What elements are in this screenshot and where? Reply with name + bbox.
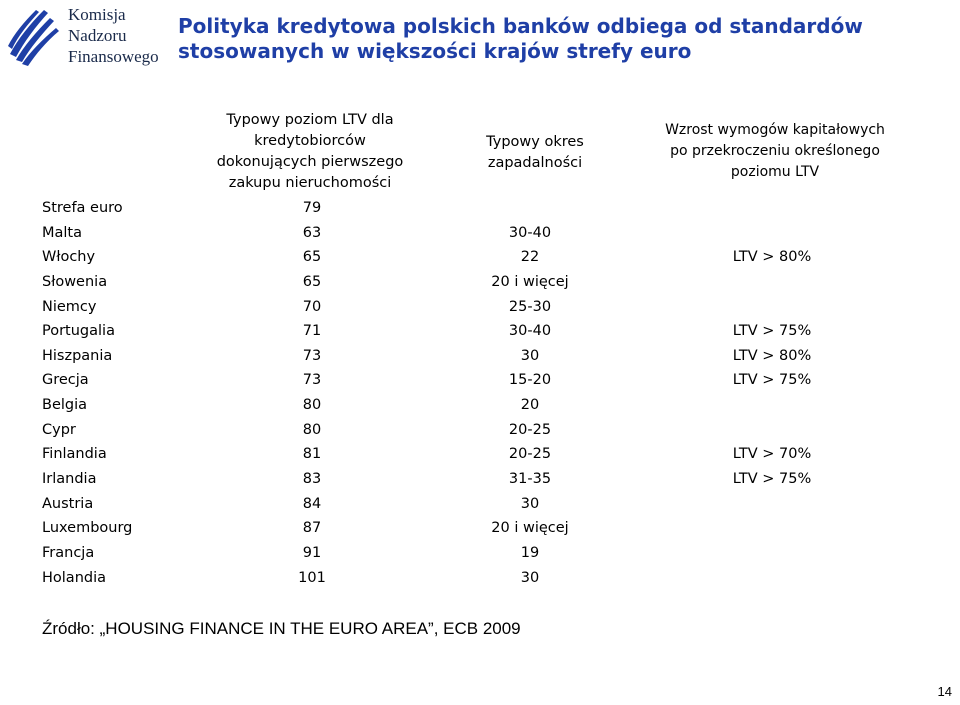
- term-cell: 30-40: [508, 224, 552, 241]
- term-cell: 20-25: [508, 421, 552, 438]
- country-cell: Cypr: [42, 421, 76, 438]
- capital-req-cell: LTV > 70%: [732, 446, 812, 463]
- header-term: Typowy okres zapadalności: [440, 132, 630, 174]
- capital-req-cell: LTV > 75%: [732, 372, 812, 389]
- knf-logo-text: Komisja Nadzoru Finansowego: [68, 4, 159, 67]
- country-cell: Francja: [42, 544, 95, 561]
- header-ltv-line: Typowy poziom LTV dla: [226, 112, 394, 128]
- title-line-1: Polityka kredytowa polskich banków odbie…: [178, 14, 863, 38]
- ltv-table: Strefa euro 79 Malta 63 30-40 Włochy 65 22 LTV >…: [42, 196, 942, 590]
- term-cell: 15-20: [508, 372, 552, 389]
- country-cell: Malta: [42, 224, 82, 241]
- ltv-cell: 63: [302, 224, 322, 241]
- ltv-cell: 80: [302, 397, 322, 414]
- ltv-cell: 80: [302, 421, 322, 438]
- country-cell: Holandia: [42, 569, 106, 586]
- term-cell: 20: [520, 397, 540, 414]
- term-cell: 20 i więcej: [491, 520, 569, 537]
- table-row: Malta 63 30-40: [42, 221, 942, 246]
- header-ltv-line: dokonujących pierwszego: [216, 154, 404, 170]
- ltv-cell: 83: [302, 471, 322, 488]
- knf-logo-mark-icon: [8, 10, 59, 66]
- ltv-cell: 73: [302, 372, 322, 389]
- capital-req-cell: LTV > 80%: [732, 249, 812, 266]
- source-note: Źródło: „HOUSING FINANCE IN THE EURO ARE…: [42, 619, 521, 638]
- header-req-line: poziomu LTV: [730, 164, 820, 180]
- term-cell: 20-25: [508, 446, 552, 463]
- logo-line-2: Nadzoru: [68, 26, 127, 45]
- term-cell: 30: [520, 569, 540, 586]
- country-cell: Hiszpania: [42, 347, 113, 364]
- ltv-cell: 87: [302, 520, 322, 537]
- table-row: Słowenia 65 20 i więcej: [42, 270, 942, 295]
- knf-logo: Komisja Nadzoru Finansowego: [4, 4, 164, 72]
- term-cell: 25-30: [508, 298, 552, 315]
- country-cell: Grecja: [42, 372, 89, 389]
- header-term-line: Typowy okres: [486, 134, 584, 150]
- country-cell: Portugalia: [42, 323, 115, 340]
- ltv-cell: 73: [302, 347, 322, 364]
- capital-req-cell: LTV > 75%: [732, 471, 812, 488]
- header-term-line: zapadalności: [487, 155, 583, 171]
- term-cell: 19: [520, 544, 540, 561]
- term-cell: 31-35: [508, 471, 552, 488]
- ltv-cell: 71: [302, 323, 322, 340]
- country-cell: Strefa euro: [42, 200, 123, 216]
- table-row: Holandia 101 30: [42, 566, 942, 591]
- country-cell: Finlandia: [42, 446, 107, 463]
- header-req-line: po przekroczeniu określonego: [670, 143, 880, 159]
- table-row: Grecja 73 15-20 LTV > 75%: [42, 368, 942, 393]
- ltv-cell: 70: [302, 298, 322, 315]
- table-row: Niemcy 70 25-30: [42, 295, 942, 320]
- term-cell: 30: [520, 495, 540, 512]
- country-cell: Belgia: [42, 397, 88, 414]
- ltv-cell: 81: [302, 446, 322, 463]
- table-row: Finlandia 81 20-25 LTV > 70%: [42, 442, 942, 467]
- header-ltv-line: kredytobiorców: [254, 133, 366, 149]
- term-cell: 20 i więcej: [491, 273, 569, 290]
- title-line-2: stosowanych w większości krajów strefy e…: [178, 39, 692, 63]
- ltv-cell: 79: [302, 200, 322, 216]
- country-cell: Luxembourg: [42, 520, 133, 537]
- header-ltv: Typowy poziom LTV dla kredytobiorców dok…: [190, 110, 430, 194]
- ltv-cell: 91: [302, 544, 322, 561]
- country-cell: Austria: [42, 495, 94, 512]
- logo-line-3: Finansowego: [68, 47, 159, 66]
- term-cell: 22: [520, 249, 540, 266]
- country-cell: Włochy: [42, 249, 96, 266]
- country-cell: Niemcy: [42, 298, 97, 315]
- table-row: Włochy 65 22 LTV > 80%: [42, 245, 942, 270]
- country-cell: Słowenia: [42, 273, 108, 290]
- capital-req-cell: LTV > 75%: [732, 323, 812, 340]
- header-ltv-line: zakupu nieruchomości: [228, 175, 392, 191]
- logo-line-1: Komisja: [68, 5, 126, 24]
- table-row: Luxembourg 87 20 i więcej: [42, 516, 942, 541]
- header-req-line: Wzrost wymogów kapitałowych: [665, 122, 885, 138]
- table-row: Portugalia 71 30-40 LTV > 75%: [42, 319, 942, 344]
- ltv-cell: 101: [298, 569, 326, 586]
- table-row: Francja 91 19: [42, 541, 942, 566]
- table-row: Belgia 80 20: [42, 393, 942, 418]
- table-row: Austria 84 30: [42, 492, 942, 517]
- table-row: Hiszpania 73 30 LTV > 80%: [42, 344, 942, 369]
- table-row: Cypr 80 20-25: [42, 418, 942, 443]
- ltv-cell: 65: [302, 249, 322, 266]
- slide-title: Polityka kredytowa polskich banków odbie…: [178, 14, 938, 64]
- ltv-cell: 65: [302, 273, 322, 290]
- term-cell: 30: [520, 347, 540, 364]
- header-capital-req: Wzrost wymogów kapitałowych po przekrocz…: [630, 120, 920, 183]
- term-cell: 30-40: [508, 323, 552, 340]
- ltv-cell: 84: [302, 495, 322, 512]
- page-number: 14: [937, 684, 952, 699]
- table-row: Strefa euro 79: [42, 196, 942, 221]
- capital-req-cell: LTV > 80%: [732, 347, 812, 364]
- country-cell: Irlandia: [42, 471, 97, 488]
- table-row: Irlandia 83 31-35 LTV > 75%: [42, 467, 942, 492]
